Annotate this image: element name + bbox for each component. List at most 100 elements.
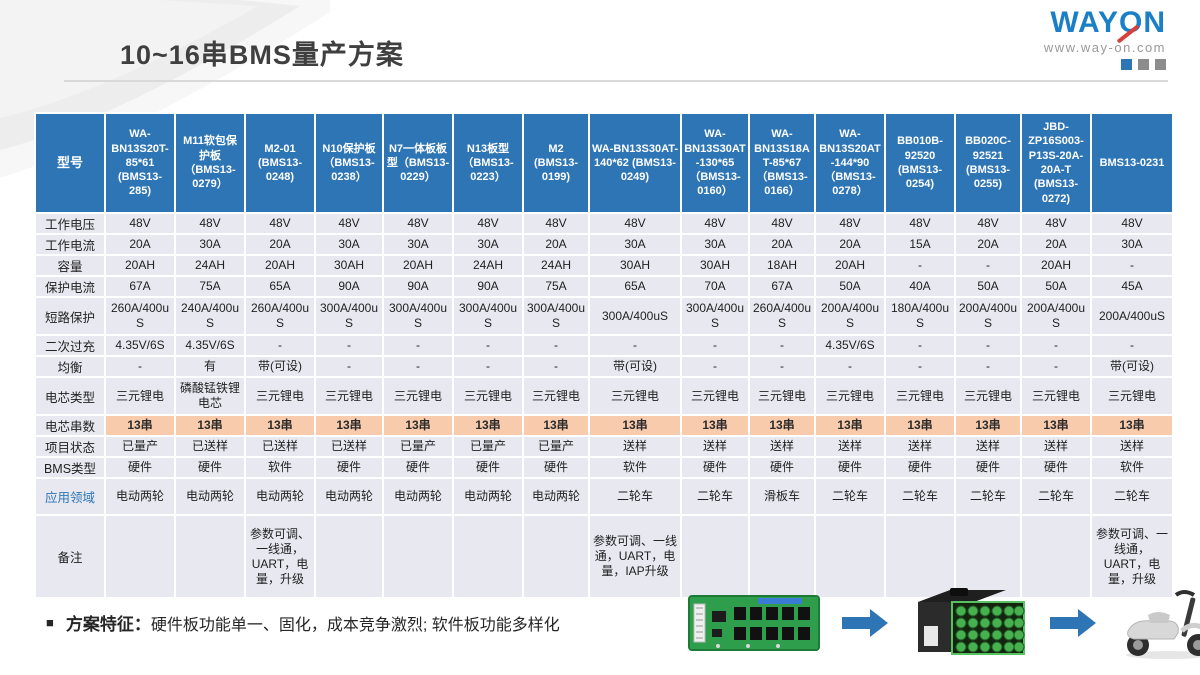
table-cell: 三元锂电 (314, 376, 384, 416)
table-cell: 已量产 (104, 435, 176, 458)
square-bullet-icon: ■ (46, 615, 54, 630)
model-header: N10保护板（BMS13-0238） (314, 112, 384, 214)
table-cell: 240A/400uS (174, 296, 246, 336)
table-cell: 48V (1090, 212, 1174, 235)
table-cell (104, 514, 176, 599)
wayon-logo: WAYON www.way-on.com (1044, 8, 1166, 70)
table-cell: - (814, 355, 886, 378)
table-cell: 30A (680, 233, 750, 256)
table-row: BMS类型 硬件 硬件 软件 硬件 硬件 硬件 硬件 软件 硬件 硬件 硬件 硬件 硬件 硬件 软件 (34, 456, 1174, 479)
table-cell: 送样 (884, 435, 956, 458)
table-cell: - (1020, 334, 1092, 357)
logo-o-with-red-swoosh: O (1118, 6, 1144, 39)
table-cell: 送样 (954, 435, 1022, 458)
logo-square-gray-1 (1138, 59, 1149, 70)
table-cell: - (884, 355, 956, 378)
table-cell: 二轮车 (1020, 477, 1092, 516)
table-cell: 已量产 (452, 435, 524, 458)
table-cell: 电动两轮 (104, 477, 176, 516)
table-cell: 48V (174, 212, 246, 235)
table-cell: 65A (588, 275, 682, 298)
row-label: 短路保护 (34, 296, 106, 336)
table-cell: 送样 (1090, 435, 1174, 458)
table-cell: 48V (382, 212, 454, 235)
table-cell: 300A/400uS (680, 296, 750, 336)
table-cell: 90A (382, 275, 454, 298)
table-cell: 180A/400uS (884, 296, 956, 336)
table-cell: 300A/400uS (588, 296, 682, 336)
table-cell: 30A (588, 233, 682, 256)
table-cell: 48V (314, 212, 384, 235)
row-label: 备注 (34, 514, 106, 599)
table-cell: 带(可设) (244, 355, 316, 378)
table-cell: 75A (174, 275, 246, 298)
table-cell: 40A (884, 275, 956, 298)
table-cell: 260A/400uS (748, 296, 816, 336)
table-cell: 200A/400uS (1090, 296, 1174, 336)
table-cell: 30A (174, 233, 246, 256)
page-title: 10~16串BMS量产方案 (120, 40, 404, 70)
corner-header-model: 型号 (34, 112, 106, 214)
table-cell: 65A (244, 275, 316, 298)
feature-text: 硬件板功能单一、固化，成本竞争激烈; 软件板功能多样化 (150, 616, 560, 634)
table-cell: 48V (814, 212, 886, 235)
title-divider (64, 80, 1168, 82)
table-cell: 电动两轮 (382, 477, 454, 516)
table-cell: 13串 (382, 414, 454, 437)
table-row: 容量 20AH 24AH 20AH 30AH 20AH 24AH 24AH 30AH 30AH 18… (34, 254, 1174, 277)
logo-text-way: WAY (1050, 6, 1119, 39)
table-cell: 三元锂电 (522, 376, 590, 416)
table-cell: - (314, 355, 384, 378)
row-label: 保护电流 (34, 275, 106, 298)
table-cell: 三元锂电 (104, 376, 176, 416)
table-cell: 13串 (588, 414, 682, 437)
table-cell (748, 514, 816, 599)
model-header: BB010B-92520 (BMS13-0254) (884, 112, 956, 214)
table-cell: 20AH (104, 254, 176, 277)
row-label: 项目状态 (34, 435, 106, 458)
application-flow (688, 583, 1200, 663)
table-cell: 4.35V/6S (814, 334, 886, 357)
table-cell (680, 514, 750, 599)
table-cell: 硬件 (104, 456, 176, 479)
table-cell: 20AH (814, 254, 886, 277)
table-cell: 软件 (1090, 456, 1174, 479)
table-cell: 送样 (588, 435, 682, 458)
table-cell: - (748, 355, 816, 378)
table-cell: 13串 (452, 414, 524, 437)
table-cell: 300A/400uS (382, 296, 454, 336)
table-cell: 二轮车 (1090, 477, 1174, 516)
table-cell: 二轮车 (814, 477, 886, 516)
table-cell: 70A (680, 275, 750, 298)
table-cell: 送样 (1020, 435, 1092, 458)
table-row: 电芯类型 三元锂电 磷酸锰铁锂电芯 三元锂电 三元锂电 三元锂电 三元锂电 三元锂电 三元锂电三… (34, 376, 1174, 416)
model-header: WA-BN13S30AT-140*62 (BMS13-0249) (588, 112, 682, 214)
model-header: BMS13-0231 (1090, 112, 1174, 214)
table-cell: 67A (104, 275, 176, 298)
feature-statement: ■ 方案特征： 硬件板功能单一、固化，成本竞争激烈; 软件板功能多样化 (46, 610, 560, 635)
table-cell: 硬件 (884, 456, 956, 479)
row-label: 工作电流 (34, 233, 106, 256)
table-cell: 磷酸锰铁锂电芯 (174, 376, 246, 416)
table-cell (452, 514, 524, 599)
table-cell: 30A (1090, 233, 1174, 256)
model-header: WA-BN13S18AT-85*67（BMS13-0166） (748, 112, 816, 214)
table-cell: - (1090, 254, 1174, 277)
row-label: 二次过充 (34, 334, 106, 357)
table-row: 电芯串数 13串 13串 13串 13串 13串 13串 13串 13串 13串 13串 13串 13串… (34, 414, 1174, 437)
table-cell: 三元锂电 (382, 376, 454, 416)
table-cell: - (748, 334, 816, 357)
table-cell: 三元锂电 (748, 376, 816, 416)
table-cell: 13串 (680, 414, 750, 437)
table-cell: 30AH (680, 254, 750, 277)
logo-wordmark: WAYON (1044, 8, 1166, 38)
table-cell: 20AH (244, 254, 316, 277)
table-row: 应用领域 电动两轮 电动两轮 电动两轮 电动两轮 电动两轮 电动两轮 电动两轮 二轮车 二轮车 滑板… (34, 477, 1174, 516)
table-cell: 90A (314, 275, 384, 298)
table-cell: 48V (884, 212, 956, 235)
table-cell: 200A/400uS (814, 296, 886, 336)
table-cell: 有 (174, 355, 246, 378)
row-label: BMS类型 (34, 456, 106, 479)
arrow-right-icon-1 (842, 609, 888, 637)
table-cell: 硬件 (174, 456, 246, 479)
